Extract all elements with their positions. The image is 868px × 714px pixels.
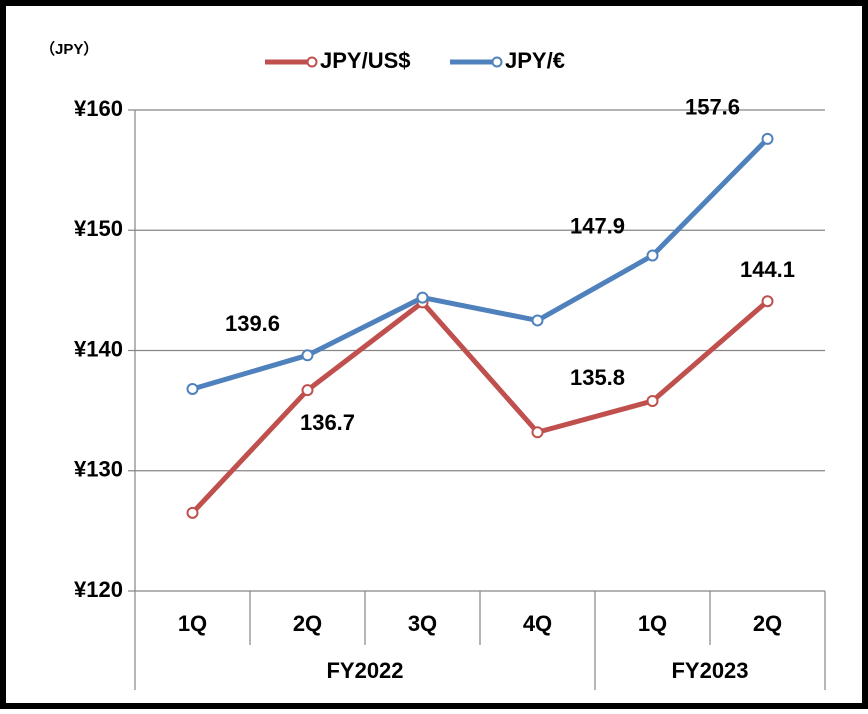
data-label: 139.6 <box>225 311 280 336</box>
y-unit-label: （JPY） <box>40 40 98 58</box>
legend-marker <box>491 56 503 68</box>
y-tick-label: ¥140 <box>74 336 123 361</box>
group-label: FY2022 <box>326 658 403 683</box>
x-tick-label: 3Q <box>408 611 437 636</box>
data-label: 144.1 <box>740 257 795 282</box>
y-tick-label: ¥130 <box>74 457 123 482</box>
data-label: 136.7 <box>300 410 355 435</box>
data-label: 135.8 <box>570 365 625 390</box>
data-point <box>186 382 199 395</box>
data-point <box>301 384 314 397</box>
data-point <box>761 132 774 145</box>
series-line <box>190 299 770 515</box>
y-tick-label: ¥150 <box>74 216 123 241</box>
y-tick-label: ¥160 <box>74 96 123 121</box>
x-tick-label: 1Q <box>638 611 667 636</box>
x-tick-label: 1Q <box>178 611 207 636</box>
data-point <box>646 395 659 408</box>
legend-label: JPY/€ <box>505 48 565 73</box>
data-point <box>761 295 774 308</box>
data-point <box>531 426 544 439</box>
x-tick-label: 2Q <box>293 611 322 636</box>
group-label: FY2023 <box>671 658 748 683</box>
data-point <box>186 506 199 519</box>
legend-label: JPY/US$ <box>320 48 411 73</box>
data-point <box>646 249 659 262</box>
y-tick-label: ¥120 <box>74 577 123 602</box>
data-point <box>301 349 314 362</box>
data-point <box>531 314 544 327</box>
series-line <box>191 137 770 392</box>
data-label: 157.6 <box>685 95 740 120</box>
legend-marker <box>306 56 318 68</box>
x-tick-label: 2Q <box>753 611 782 636</box>
data-point <box>416 291 429 304</box>
x-tick-label: 4Q <box>523 611 552 636</box>
data-label: 147.9 <box>570 213 625 238</box>
